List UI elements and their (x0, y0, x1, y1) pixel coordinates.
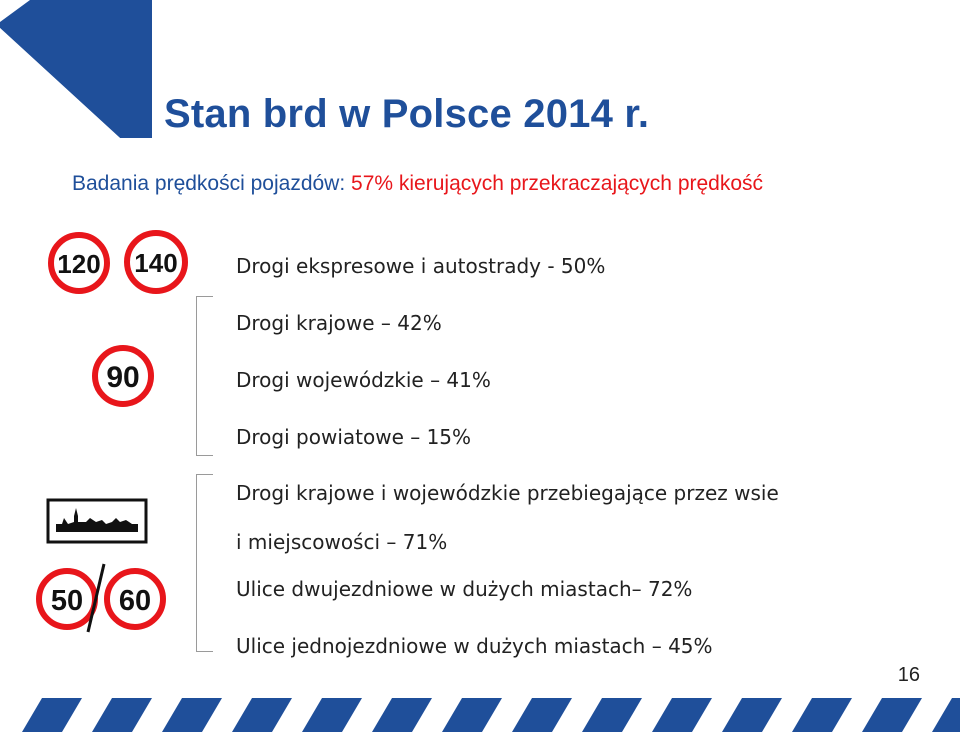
corner-decoration (0, 0, 152, 138)
slide-subtitle: Badania prędkości pojazdów: 57% kierując… (72, 172, 763, 196)
town-entry-sign-icon (46, 498, 148, 544)
speed-limit-60-sign: 60 (104, 568, 166, 630)
bracket-lower (196, 474, 213, 652)
page-number: 16 (897, 664, 920, 686)
item-voivodeship-roads: Drogi wojewódzkie – 41% (236, 368, 491, 392)
slash-divider (86, 563, 106, 633)
sign-140-label: 140 (134, 248, 177, 278)
bracket-upper (196, 296, 213, 456)
sign-60-label: 60 (119, 585, 151, 617)
speed-limit-50-sign: 50 (36, 568, 98, 630)
item-dual-carriageway-streets: Ulice dwujezdniowe w dużych miastach– 72… (236, 577, 693, 601)
sign-50-label: 50 (51, 585, 83, 617)
item-county-roads: Drogi powiatowe – 15% (236, 425, 472, 449)
speed-limit-120-sign: 120 (48, 232, 110, 294)
item-single-carriageway-streets: Ulice jednojezdniowe w dużych miastach –… (236, 634, 713, 658)
subtitle-highlight: 57% kierujących przekraczających prędkoś… (351, 172, 764, 195)
item-roads-through-villages-cont: i miejscowości – 71% (236, 530, 448, 554)
item-expressways: Drogi ekspresowe i autostrady - 50% (236, 254, 606, 278)
item-national-roads: Drogi krajowe – 42% (236, 311, 442, 335)
item-roads-through-villages: Drogi krajowe i wojewódzkie przebiegając… (236, 481, 779, 505)
speed-limit-140-sign: 140 (124, 230, 188, 294)
bottom-stripe-border (22, 698, 960, 732)
sign-120-label: 120 (57, 249, 100, 279)
speed-limit-90-sign: 90 (92, 345, 154, 407)
subtitle-prefix: Badania prędkości pojazdów: (72, 172, 352, 195)
slide-title: Stan brd w Polsce 2014 r. (164, 92, 650, 136)
sign-90-label: 90 (106, 361, 139, 394)
